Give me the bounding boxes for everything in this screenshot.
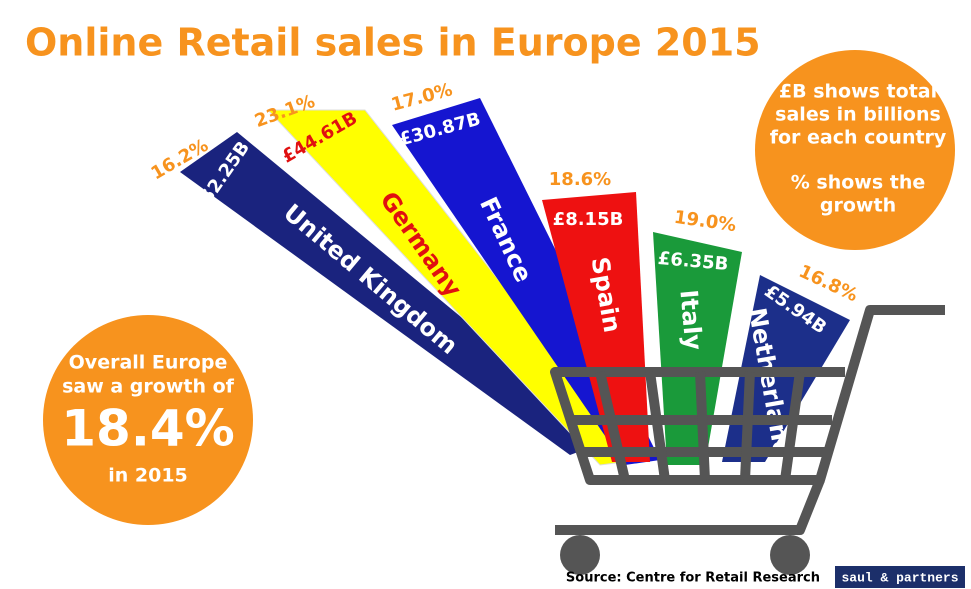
note-text: sales in billions [775,104,941,126]
title: Online Retail sales in Europe 2015 [25,21,761,65]
note-text: for each country [770,127,947,149]
bar-uk [180,132,610,455]
source: Source: Centre for Retail Research [566,571,820,586]
bar-italy [653,232,742,465]
logo: saul & partners [841,570,958,585]
growth-label: 18.6% [549,169,611,190]
logo-box [835,566,965,588]
note-circle [755,50,955,250]
note-text: % shows the [791,172,926,194]
note-text: £B shows total [779,81,937,103]
bar-spain [542,192,650,462]
country-name: Italy [674,289,707,352]
cart-wheel [770,535,810,575]
overall-circle [43,315,253,525]
cart-wheel [560,535,600,575]
note-text: growth [820,195,896,217]
sales-label: £8.15B [553,209,624,230]
overall-figure: 18.4% [61,400,234,458]
cart [550,305,945,535]
overall-text: saw a growth of [62,376,235,398]
overall-text: in 2015 [108,465,188,487]
overall-text: Overall Europe [69,352,228,374]
